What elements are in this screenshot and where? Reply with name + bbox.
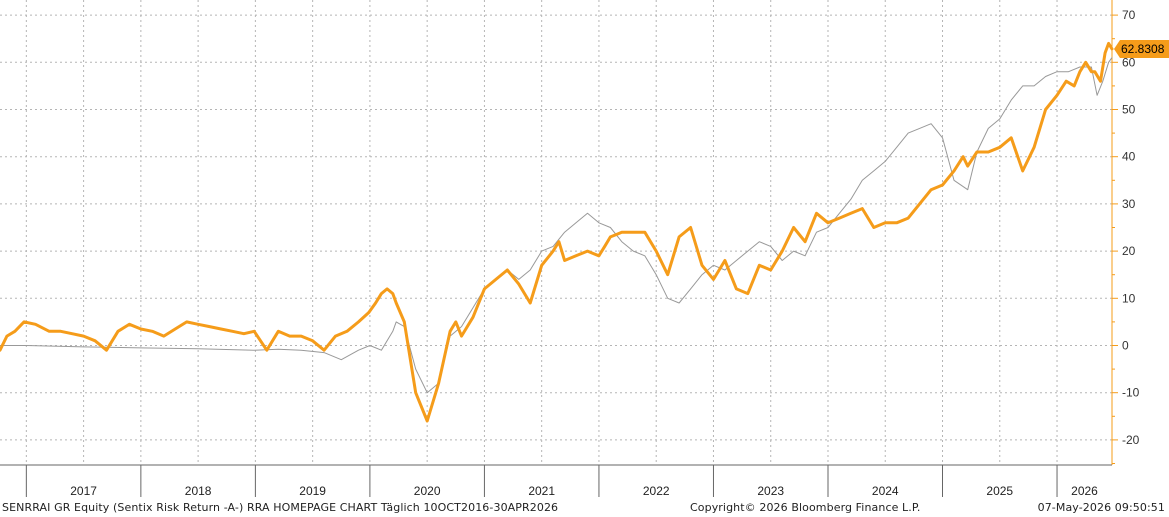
footer-copyright: Copyright© 2026 Bloomberg Finance L.P. xyxy=(690,501,921,514)
series-lines xyxy=(0,41,1114,423)
x-axis-year-label: 2025 xyxy=(986,484,1013,498)
y-axis-tick-label: 30 xyxy=(1122,197,1136,211)
x-axis-year-label: 2026 xyxy=(1071,484,1098,498)
y-axis-tick-label: 10 xyxy=(1122,291,1136,305)
y-axis-tick-label: 0 xyxy=(1122,339,1129,353)
footer-ticker-description: SENRRAI GR Equity (Sentix Risk Return -A… xyxy=(2,501,559,514)
y-axis-tick-label: 50 xyxy=(1122,103,1136,117)
x-axis-year-label: 2019 xyxy=(299,484,326,498)
x-axis-year-label: 2017 xyxy=(70,484,97,498)
y-axis-tick-label: 60 xyxy=(1122,55,1136,69)
last-value-badge-background xyxy=(1114,39,1169,58)
x-axis-year-label: 2018 xyxy=(185,484,212,498)
y-axis-tick-label: -10 xyxy=(1122,386,1140,400)
x-axis-year-label: 2022 xyxy=(643,484,670,498)
comparison-series-line xyxy=(0,57,1113,394)
footer-timestamp: 07-May-2026 09:50:51 xyxy=(1037,501,1165,514)
x-axis-year-label: 2020 xyxy=(414,484,441,498)
x-axis-year-label: 2024 xyxy=(872,484,899,498)
y-axis-tick-label: 40 xyxy=(1122,150,1136,164)
x-axis-year-label: 2023 xyxy=(757,484,784,498)
y-axis-tick-label: 20 xyxy=(1122,244,1136,258)
x-axis-year-label: 2021 xyxy=(528,484,555,498)
value-labels: 62.8308 xyxy=(1114,39,1169,58)
y-axis-tick-label: -20 xyxy=(1122,433,1140,447)
chart-axes: -20 -10 0 10 20 30 40 50 60 70 2017 2018 2019 2020 202… xyxy=(0,0,1140,498)
y-axis-tick-label: 70 xyxy=(1122,8,1136,22)
last-value-badge: 62.8308 xyxy=(1114,39,1169,58)
last-value-label: 62.8308 xyxy=(1121,42,1165,56)
grid-lines xyxy=(0,0,1112,465)
primary-series-line xyxy=(0,41,1114,423)
